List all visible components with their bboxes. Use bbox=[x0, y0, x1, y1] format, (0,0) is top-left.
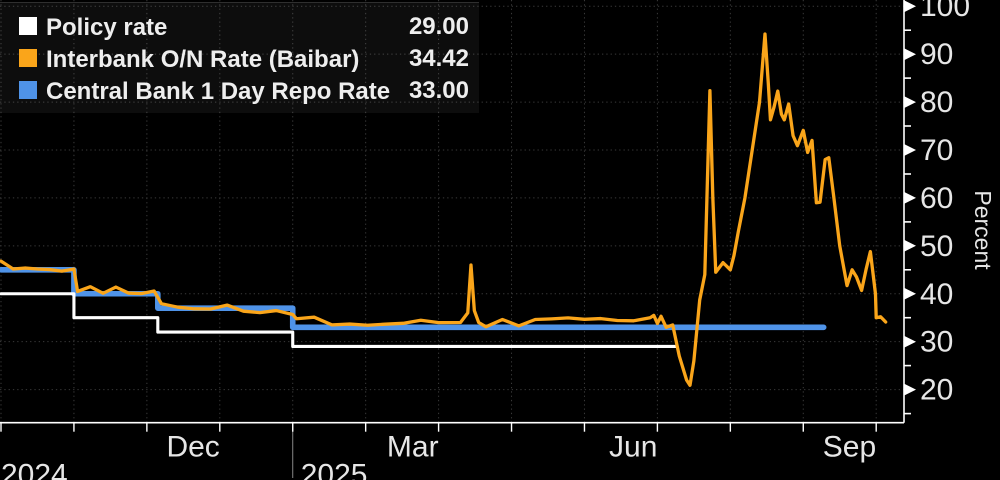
svg-text:Dec: Dec bbox=[166, 431, 219, 464]
svg-text:70: 70 bbox=[920, 134, 953, 167]
svg-text:Sep: Sep bbox=[823, 431, 876, 464]
svg-text:Percent: Percent bbox=[970, 190, 996, 270]
svg-text:20: 20 bbox=[920, 374, 953, 407]
svg-text:30: 30 bbox=[920, 326, 953, 359]
svg-text:Mar: Mar bbox=[387, 431, 439, 464]
svg-text:90: 90 bbox=[920, 38, 953, 71]
svg-text:2025: 2025 bbox=[301, 459, 368, 480]
svg-text:40: 40 bbox=[920, 278, 953, 311]
svg-text:100: 100 bbox=[920, 0, 970, 23]
svg-text:2024: 2024 bbox=[1, 459, 68, 480]
svg-text:50: 50 bbox=[920, 230, 953, 263]
svg-text:60: 60 bbox=[920, 182, 953, 215]
svg-text:Jun: Jun bbox=[609, 431, 657, 464]
svg-text:80: 80 bbox=[920, 86, 953, 119]
